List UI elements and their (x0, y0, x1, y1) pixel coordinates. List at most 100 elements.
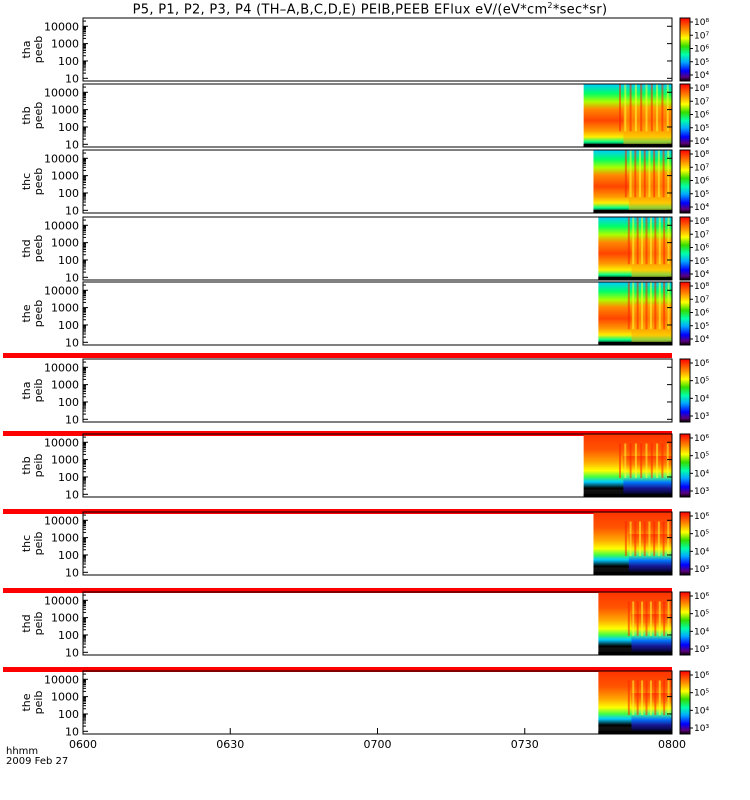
colorbar-tick-label: 10⁵ (694, 530, 709, 540)
colorbar (679, 670, 691, 735)
panel-frame (82, 358, 673, 423)
y-label-probe: the (20, 693, 33, 711)
colorbar-tick-label: 10⁴ (694, 203, 709, 213)
panel-thd-peib: 10000 1000 100 10 thd peib 10⁶ 10⁵ 10⁴ 10³ (20, 591, 709, 659)
spectrogram-streak (666, 84, 669, 132)
spectrogram-streak (657, 521, 660, 557)
y-tick-label: 100 (58, 319, 79, 332)
y-tick-label: 1000 (51, 104, 79, 117)
y-label-probe: thb (20, 456, 33, 474)
spectrogram-streak (658, 680, 661, 716)
y-tick-label: 100 (58, 55, 79, 68)
panel-frame (82, 511, 673, 576)
y-tick-label: 10000 (44, 20, 79, 33)
colorbar-tick-label: 10⁵ (694, 377, 709, 387)
spectrogram-floor (593, 210, 672, 213)
spectrogram-streak (662, 150, 665, 198)
spectrogram-streak (667, 521, 670, 557)
spectrogram-streak (632, 217, 635, 265)
spectrogram-streak (634, 521, 637, 557)
colorbar-tick-label: 10⁴ (694, 469, 709, 479)
spectrogram-streak (654, 217, 657, 265)
title-text: P5, P1, P2, P3, P4 (TH–A,B,C,D,E) PEIB,P… (132, 2, 548, 18)
colorbar-tick-label: 10⁸ (694, 217, 709, 227)
colorbar-tick-label: 10⁷ (694, 97, 709, 107)
title-superscript: 2 (547, 1, 553, 10)
spectrogram-streak (648, 150, 651, 198)
time-axis-label: hhmm (6, 746, 39, 757)
y-tick-label: 10 (65, 204, 79, 217)
spectrogram-streak (666, 443, 669, 479)
panel-thd-peeb: 10000 1000 100 10 thd peeb 10⁸ 10⁷ 10⁶ 10⁵ 10⁴ (20, 216, 709, 284)
y-label-product: peib (32, 532, 45, 556)
x-tick-label: 0800 (658, 738, 686, 751)
y-tick-label: 100 (58, 708, 79, 721)
y-tick-label: 10000 (44, 673, 79, 686)
y-tick-label: 1000 (51, 170, 79, 183)
y-tick-label: 10 (65, 138, 79, 151)
panel-thb-peib: 10000 1000 100 10 thb peib 10⁶ 10⁵ 10⁴ 10³ (20, 433, 709, 501)
spectrogram-streak (627, 601, 630, 637)
spectrogram-streak (663, 680, 666, 716)
colorbar (679, 281, 691, 346)
y-label-product: peeb (32, 102, 45, 130)
colorbar-tick-label: 10³ (694, 724, 709, 734)
y-tick-label: 10000 (44, 361, 79, 374)
spectrogram-streak (645, 680, 648, 716)
panel-frame (82, 670, 673, 735)
y-label-product: peeb (32, 168, 45, 196)
spectrogram-streak (634, 84, 637, 132)
y-tick-label: 10000 (44, 436, 79, 449)
colorbar-tick-label: 10⁵ (694, 257, 709, 267)
colorbar-tick-label: 10⁶ (694, 111, 709, 121)
colorbar-tick-label: 10⁵ (694, 124, 709, 134)
colorbar-tick-label: 10³ (694, 487, 709, 497)
y-label-probe: tha (20, 381, 33, 399)
colorbar-tick-label: 10⁵ (694, 610, 709, 620)
colorbar-tick-label: 10⁶ (694, 45, 709, 55)
y-tick-label: 100 (58, 187, 79, 200)
spectrogram-streak (657, 150, 660, 198)
colorbar-tick-label: 10⁷ (694, 163, 709, 173)
spectrogram-streak (649, 680, 652, 716)
y-tick-label: 1000 (51, 691, 79, 704)
y-label-probe: thc (20, 535, 33, 552)
separator-bar-4 (3, 667, 672, 672)
colorbar (679, 17, 691, 82)
date-label: 2009 Feb 27 (6, 756, 69, 767)
spectrogram-floor (583, 494, 672, 497)
colorbar-tick-label: 10⁷ (694, 230, 709, 240)
spectrogram-floor (598, 342, 672, 345)
title-text-end: *sec*sr) (552, 2, 608, 18)
y-tick-label: 100 (58, 396, 79, 409)
y-tick-label: 10 (65, 336, 79, 349)
colorbar-tick-label: 10⁸ (694, 84, 709, 94)
y-label-probe: thd (20, 614, 33, 632)
colorbar-tick-label: 10⁶ (694, 592, 709, 602)
colorbar-tick-label: 10⁶ (694, 671, 709, 681)
spectrogram-streak (624, 84, 627, 132)
panel-frame (82, 83, 673, 148)
spectrogram-streak (627, 282, 630, 330)
y-tick-label: 10 (65, 725, 79, 738)
spectrogram-streak (645, 84, 648, 132)
spectrogram-streak (654, 282, 657, 330)
colorbar-tick-label: 10⁴ (694, 71, 709, 81)
panels-group: 10000 1000 100 10 tha peeb 10⁸ 10⁷ 10⁶ 10⁵ 10⁴ 1000… (3, 17, 709, 738)
spectrogram-streak (643, 150, 646, 198)
spectrogram-streak (624, 443, 627, 479)
y-label-probe: thb (20, 106, 33, 124)
spectrogram-streak (643, 521, 646, 557)
spectrogram-streak (649, 282, 652, 330)
colorbar (679, 149, 691, 214)
y-tick-label: 1000 (51, 532, 79, 545)
y-tick-label: 10000 (44, 514, 79, 527)
colorbar-tick-label: 10⁴ (694, 270, 709, 280)
colorbar-tick-label: 10⁶ (694, 177, 709, 187)
panel-thc-peib: 10000 1000 100 10 thc peib 10⁶ 10⁵ 10⁴ 10³ (20, 511, 709, 579)
spectrogram-streak (645, 282, 648, 330)
spectrogram-streak (618, 84, 621, 132)
colorbar (679, 433, 691, 498)
colorbar-tick-label: 10⁷ (694, 295, 709, 305)
spectrogram-streak (667, 282, 670, 330)
